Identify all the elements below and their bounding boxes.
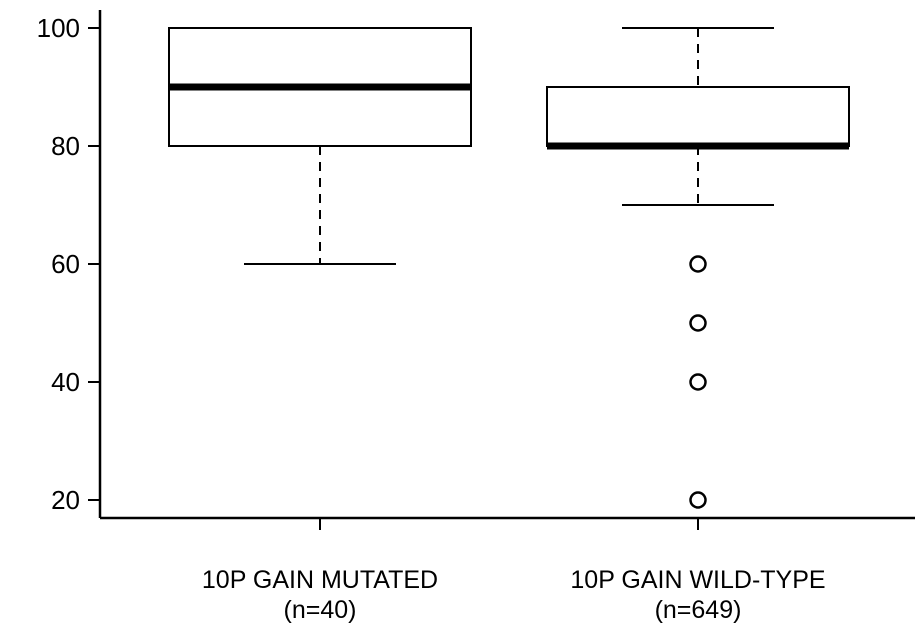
outlier-point (689, 373, 707, 391)
y-axis: 20 40 60 80 100 (37, 10, 915, 530)
box-iqr (546, 86, 850, 147)
y-tick-label: 20 (51, 485, 80, 515)
outlier-point (689, 491, 707, 509)
category-label: 10P GAIN WILD-TYPE (570, 566, 825, 594)
category-label: 10P GAIN MUTATED (202, 566, 438, 594)
category-n-label: (n=649) (655, 596, 742, 624)
y-tick-label: 80 (51, 131, 80, 161)
y-tick-label: 40 (51, 367, 80, 397)
outlier-point (689, 255, 707, 273)
plot-area (168, 27, 850, 509)
box-group (168, 27, 472, 265)
y-tick-label: 100 (37, 13, 80, 43)
category-n-label: (n=40) (284, 596, 357, 624)
y-tick-label: 60 (51, 249, 80, 279)
outlier-point (689, 314, 707, 332)
box-group (546, 27, 850, 509)
x-axis-labels: 10P GAIN MUTATED(n=40) 10P GAIN WILD-TYPE… (202, 566, 826, 624)
